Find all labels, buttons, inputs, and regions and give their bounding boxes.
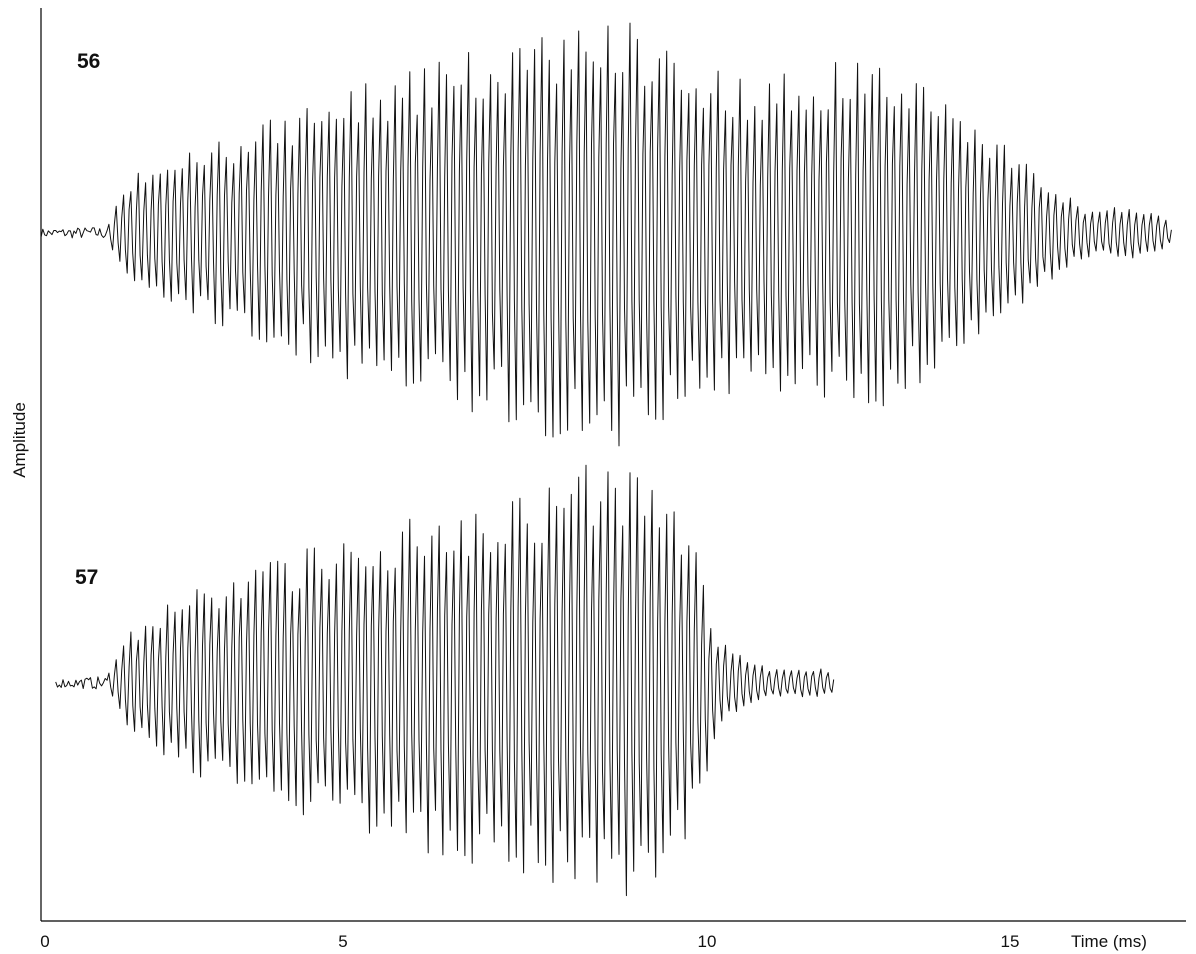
trace-label-57: 57 [75, 566, 98, 589]
x-tick-label: 5 [338, 932, 347, 951]
x-tick-label: 10 [698, 932, 717, 951]
waveform-trace-57 [55, 464, 835, 897]
trace-label-56: 56 [77, 50, 100, 73]
x-axis-title: Time (ms) [1071, 932, 1147, 951]
x-tick-label: 0 [40, 932, 49, 951]
x-tick-label: 15 [1001, 932, 1020, 951]
waveform-trace-56 [40, 22, 1172, 447]
y-axis-title: Amplitude [10, 402, 29, 478]
trace-group [40, 22, 1172, 897]
